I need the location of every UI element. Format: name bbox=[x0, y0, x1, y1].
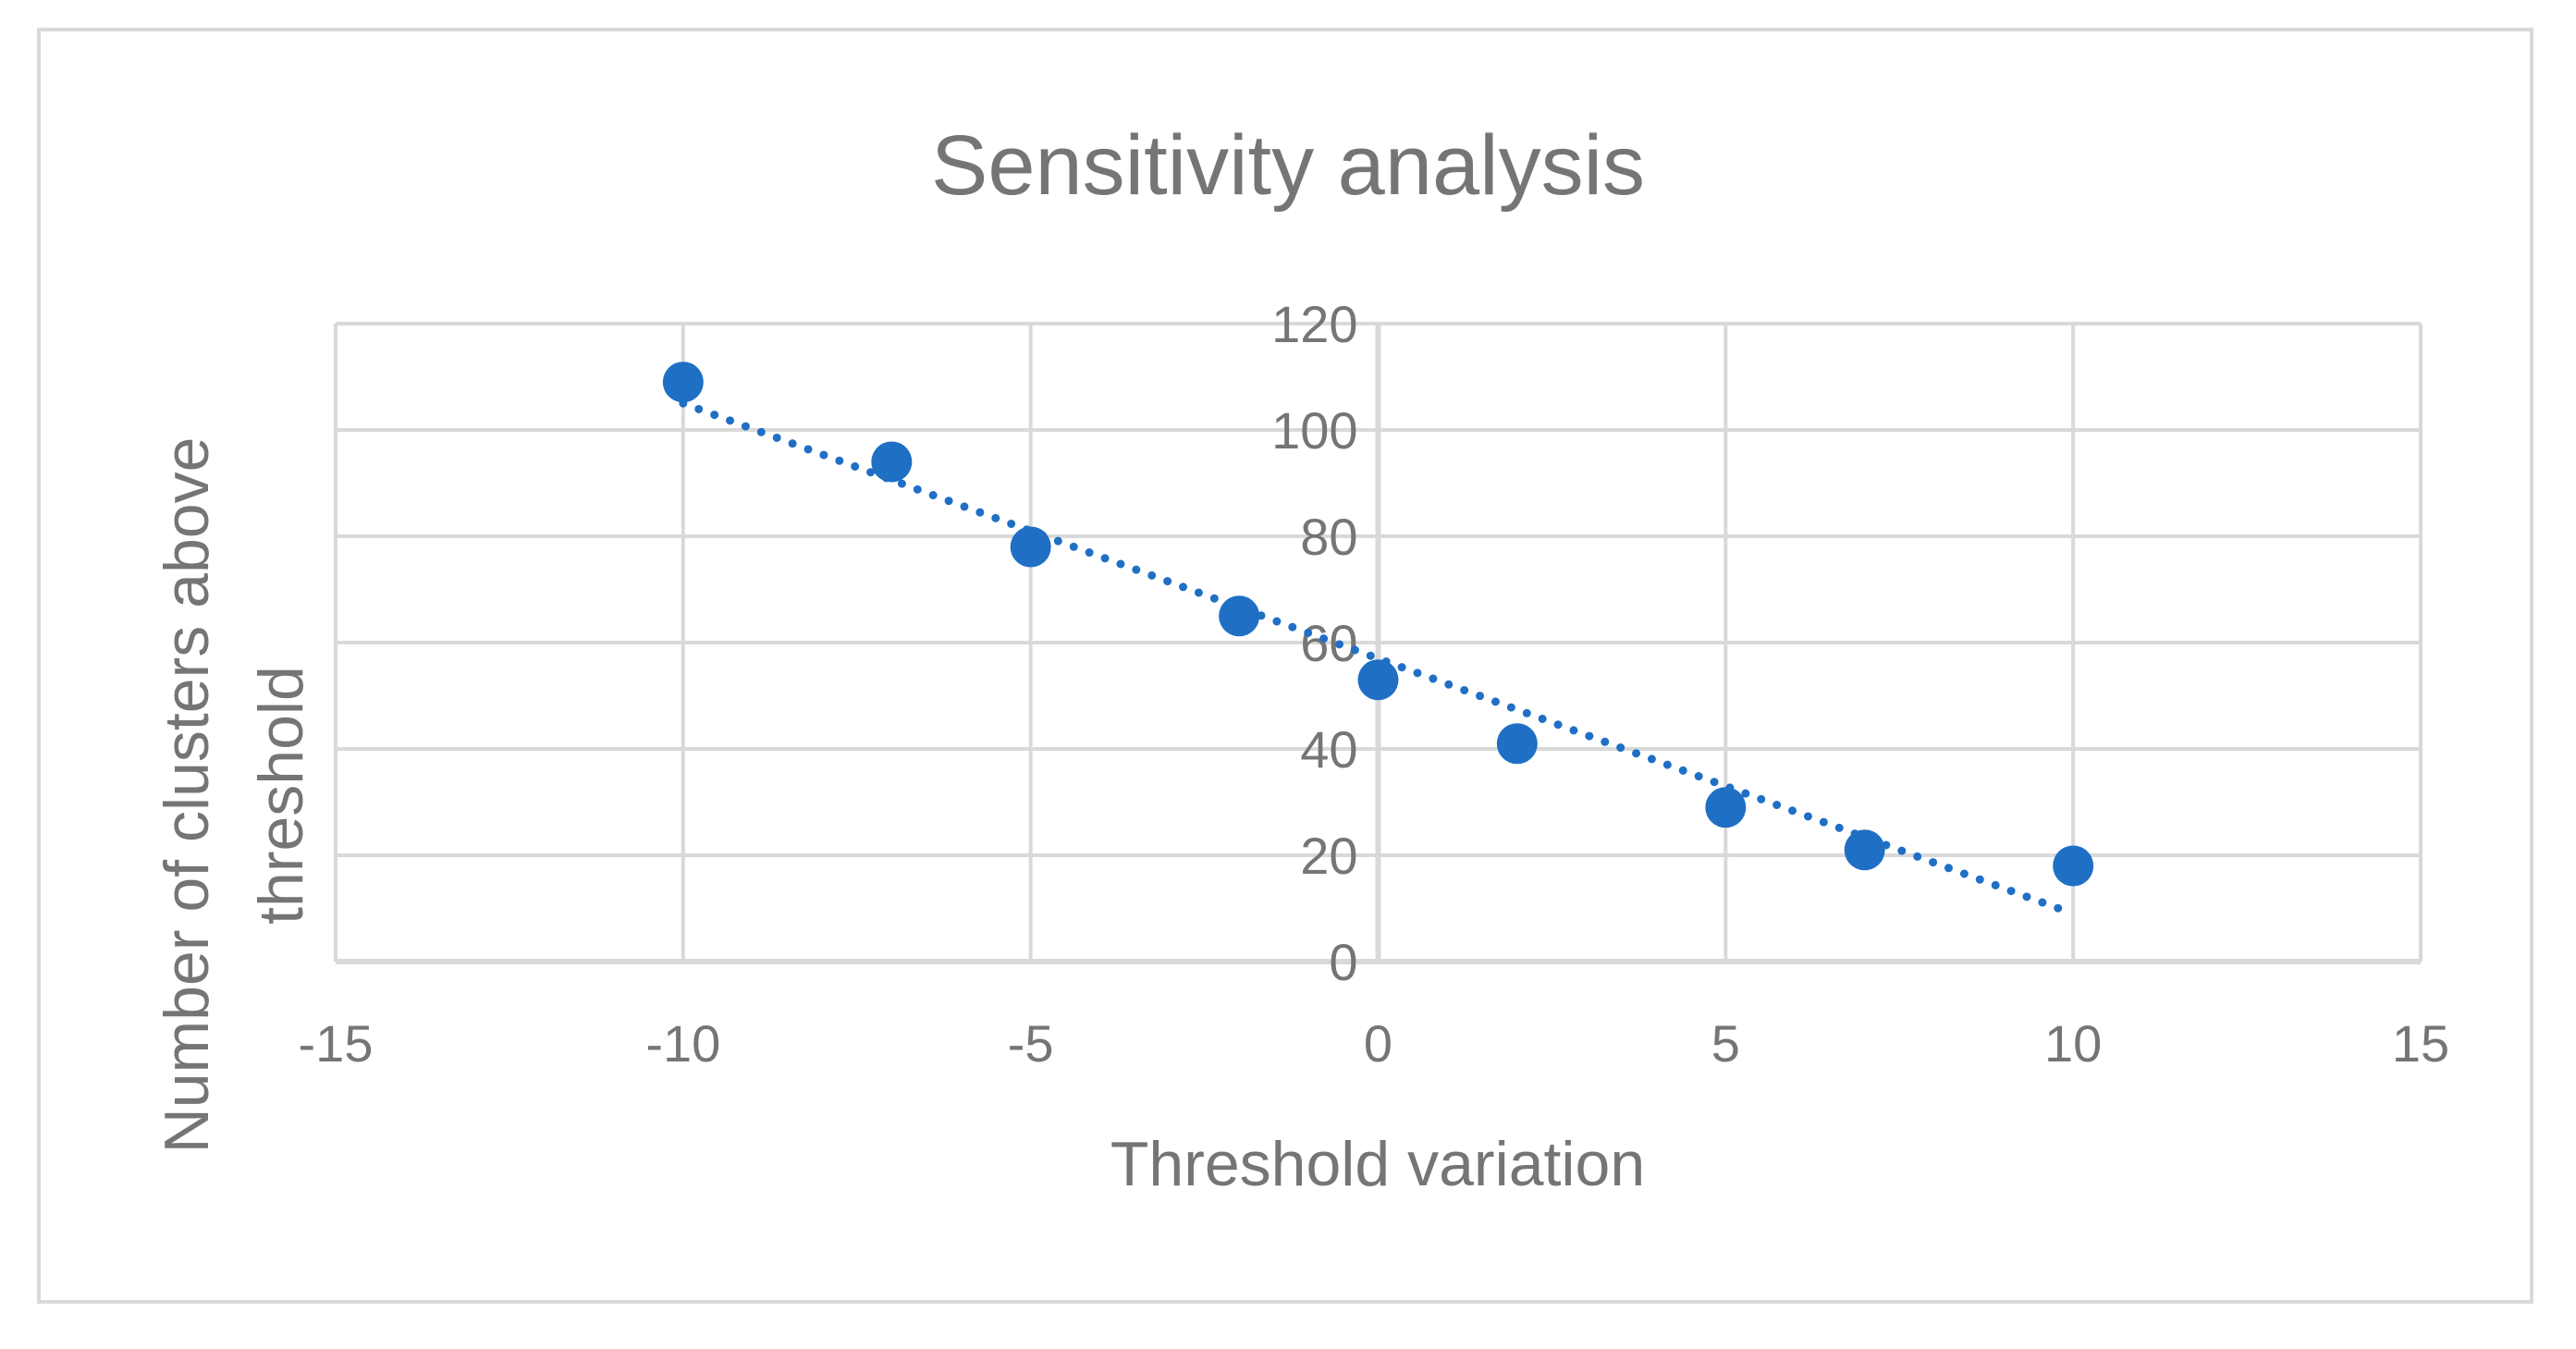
x-tick-label: 5 bbox=[1711, 1014, 1740, 1073]
y-tick-label: 80 bbox=[1300, 508, 1357, 566]
trendline bbox=[679, 399, 2078, 918]
trendline-layer bbox=[679, 399, 2078, 918]
y-tick-label: 120 bbox=[1271, 295, 1357, 353]
data-point bbox=[1357, 659, 1399, 701]
chart-frame bbox=[37, 28, 2533, 1304]
tick-labels: 0 20 40 60 80 100 120 -15 -10 -5 0 5 10 15 bbox=[299, 295, 2450, 1073]
y-tick-label: 60 bbox=[1300, 614, 1357, 672]
data-points bbox=[662, 362, 2094, 887]
y-axis-label-line-1: Number of clusters above bbox=[152, 437, 222, 1154]
data-point bbox=[871, 441, 913, 483]
data-point bbox=[662, 362, 704, 403]
x-tick-label: 10 bbox=[2044, 1014, 2102, 1073]
x-tick-label: -5 bbox=[1008, 1014, 1054, 1073]
y-axis-label-line-2: threshold bbox=[246, 666, 316, 925]
data-point bbox=[1010, 526, 1051, 568]
x-tick-label: 0 bbox=[1364, 1014, 1392, 1073]
data-point bbox=[1844, 829, 1885, 871]
y-tick-label: 0 bbox=[1329, 933, 1357, 991]
data-point bbox=[2053, 845, 2094, 887]
data-point bbox=[1496, 723, 1538, 765]
data-point bbox=[1219, 595, 1260, 637]
x-tick-label: -15 bbox=[299, 1014, 374, 1073]
chart-title: Sensitivity analysis bbox=[931, 118, 1645, 213]
x-tick-label: -10 bbox=[645, 1014, 720, 1073]
x-tick-label: 15 bbox=[2392, 1014, 2449, 1073]
axes bbox=[336, 324, 2421, 964]
x-axis-label: Threshold variation bbox=[1110, 1129, 1645, 1199]
data-point bbox=[1705, 787, 1747, 828]
y-tick-label: 20 bbox=[1300, 827, 1357, 885]
y-tick-label: 100 bbox=[1271, 401, 1357, 460]
y-tick-label: 40 bbox=[1300, 720, 1357, 779]
y-axis-label: Number of clusters above threshold bbox=[152, 437, 316, 1154]
